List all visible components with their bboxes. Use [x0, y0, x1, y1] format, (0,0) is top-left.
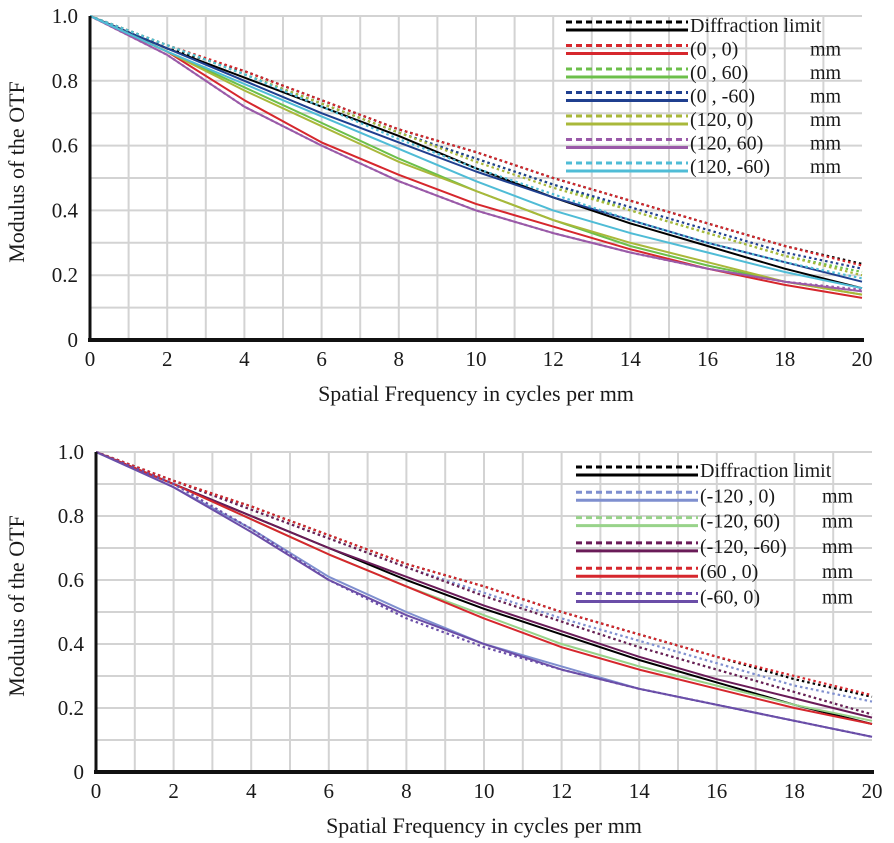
chart-2-legend-label: Diffraction limit: [700, 460, 832, 482]
chart-2-y-tick-label: 0.6: [58, 568, 84, 592]
chart-1-legend-label: (0 , 60): [690, 62, 748, 84]
chart-2-legend-unit: mm: [822, 511, 854, 533]
chart-1-series-line-13: [89, 14, 863, 280]
chart-1-legend-label: (120, -60): [690, 156, 770, 178]
chart-1-legend-label: (0 , -60): [690, 86, 755, 108]
chart-2-y-tick-label: 0.4: [58, 632, 85, 656]
chart-1-x-tick-label: 10: [466, 347, 487, 371]
chart-2-legend-unit: mm: [822, 536, 854, 558]
chart-1-series: [89, 14, 863, 299]
chart-2-x-tick-label: 8: [401, 779, 412, 803]
chart-1-x-tick-label: 6: [316, 347, 327, 371]
chart-2-legend-label: (-60, 0): [700, 587, 760, 609]
chart-1-y-tick-label: 0.2: [52, 263, 78, 287]
chart-2-x-tick-label: 12: [551, 779, 572, 803]
chart-2-series-line-7: [95, 450, 873, 716]
chart-1-x-tick-label: 16: [697, 347, 718, 371]
chart-1-legend-unit: mm: [810, 133, 842, 155]
chart-2-legend: Diffraction limit (-120 , 0) mm (-120, 60) m…: [576, 460, 854, 609]
chart-1-x-tick-label: 2: [162, 347, 173, 371]
chart-1-x-axis-title: Spatial Frequency in cycles per mm: [318, 381, 634, 406]
chart-2: 0 2 4 6 8 10 12 14 16 18 20 0 0.2 0.4 0.6 0.8 1.0 Spatial…: [4, 440, 883, 838]
chart-1-series-line-8: [89, 15, 863, 283]
chart-2-x-tick-label: 18: [784, 779, 805, 803]
chart-1-y-tick-label: 0.6: [52, 134, 78, 158]
chart-2-series-line-8: [95, 451, 873, 719]
chart-1-series-line-10: [89, 15, 863, 296]
chart-2-legend-label: (-120 , 0): [700, 485, 775, 507]
chart-1-y-tick-label: 0.8: [52, 69, 78, 93]
chart-2-x-tick-label: 14: [629, 779, 651, 803]
chart-2-x-tick-label: 6: [324, 779, 335, 803]
chart-1-series-line-2: [89, 15, 863, 290]
chart-1-y-tick-label: 0.4: [52, 198, 79, 222]
chart-2-y-tick-label: 0.8: [58, 504, 84, 528]
chart-2-y-tick-label: 0: [74, 760, 85, 784]
chart-1: 0 2 4 6 8 10 12 14 16 18 20 0 0.2 0.4 0.6 0.8 1.0 Spatial…: [4, 4, 873, 406]
chart-1-x-tick-label: 4: [239, 347, 250, 371]
chart-1-series-line-14: [89, 15, 863, 290]
chart-2-grid: [96, 451, 872, 772]
chart-1-x-tick-label: 20: [852, 347, 873, 371]
chart-2-legend-unit: mm: [822, 485, 854, 507]
chart-2-legend-unit: mm: [822, 587, 854, 609]
chart-2-x-tick-label: 10: [474, 779, 495, 803]
chart-2-x-tick-label: 0: [91, 779, 102, 803]
chart-1-x-tick-label: 12: [543, 347, 564, 371]
chart-2-y-tick-label: 0.2: [58, 696, 84, 720]
chart-1-x-tick-label: 0: [85, 347, 96, 371]
chart-2-y-axis-title: Modulus of the OTF: [4, 515, 29, 697]
chart-1-x-tick-label: 14: [620, 347, 642, 371]
chart-1-y-axis-title: Modulus of the OTF: [4, 81, 29, 263]
chart-2-series-line-12: [95, 451, 873, 738]
chart-2-legend-label: (60 , 0): [700, 561, 758, 583]
chart-1-legend-label: (120, 0): [690, 109, 753, 131]
chart-1-legend-unit: mm: [810, 39, 842, 61]
chart-1-legend: Diffraction limit(0 , 0) mm (0 , 60) mm (0 ,…: [566, 15, 842, 178]
chart-2-series: [95, 450, 873, 738]
chart-1-series-line-12: [89, 15, 863, 293]
chart-2-x-tick-label: 2: [168, 779, 179, 803]
chart-1-legend-label: Diffraction limit: [690, 15, 822, 37]
chart-2-legend-label: (-120, -60): [700, 536, 787, 558]
chart-1-legend-label: (0 , 0): [690, 39, 738, 61]
chart-1-legend-unit: mm: [810, 62, 842, 84]
chart-2-series-line-10: [95, 451, 873, 725]
chart-2-series-line-11: [95, 450, 873, 738]
chart-1-legend-label: (120, 60): [690, 133, 763, 155]
chart-2-legend-label: (-120, 60): [700, 511, 780, 533]
chart-2-x-axis-title: Spatial Frequency in cycles per mm: [326, 813, 642, 838]
chart-2-x-tick-label: 20: [862, 779, 883, 803]
chart-1-y-tick-label: 1.0: [52, 4, 78, 28]
chart-1-x-tick-label: 18: [774, 347, 795, 371]
chart-1-x-tick-label: 8: [394, 347, 405, 371]
chart-2-x-tick-label: 4: [246, 779, 257, 803]
chart-2-x-tick-label: 16: [706, 779, 727, 803]
chart-1-legend-unit: mm: [810, 109, 842, 131]
chart-1-y-tick-label: 0: [68, 328, 79, 352]
chart-1-legend-unit: mm: [810, 156, 842, 178]
chart-1-series-line-3: [89, 14, 863, 267]
chart-2-legend-unit: mm: [822, 561, 854, 583]
chart-1-legend-unit: mm: [810, 86, 842, 108]
chart-2-y-tick-label: 1.0: [58, 440, 84, 464]
